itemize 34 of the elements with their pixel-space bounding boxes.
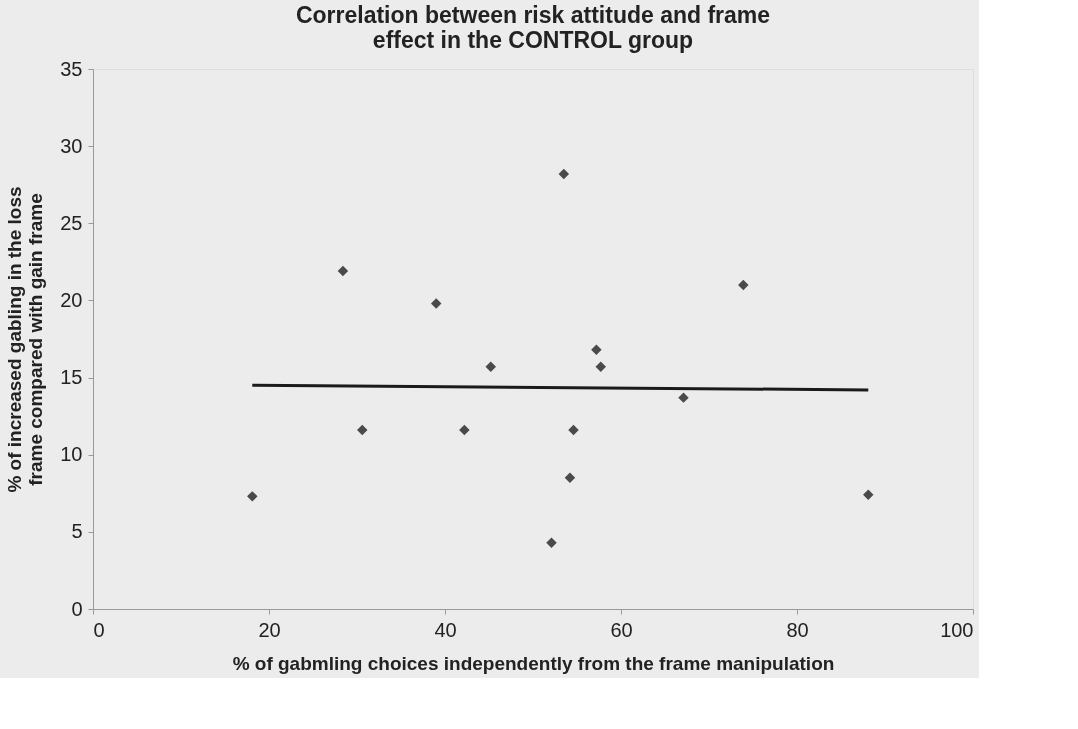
point: [564, 472, 576, 484]
point: [337, 265, 349, 277]
text: Correlation between risk attitude and frame: [295, 2, 771, 28]
point: [568, 424, 579, 436]
point: [595, 361, 606, 373]
x-axis-title: % of gabmling choices independently from the frame manipulation: [232, 652, 835, 674]
point: [546, 537, 557, 548]
y-tick-label: 30: [60, 134, 83, 157]
point: [558, 168, 570, 180]
y-tick-label: 20: [60, 288, 83, 311]
point: [591, 344, 602, 356]
x-tick-label: 0: [93, 618, 105, 641]
x-tick-label: 40: [434, 618, 457, 641]
x-tick-label: 100: [940, 618, 974, 641]
y-tick-label: 0: [71, 597, 83, 620]
point: [678, 392, 689, 403]
text: effect in the CONTROL group: [372, 27, 694, 53]
x-tick-label: 80: [786, 618, 809, 641]
point: [247, 491, 258, 502]
text: frame compared with gain frame: [25, 193, 47, 486]
x-tick-label: 20: [258, 618, 281, 641]
x-tick-label: 60: [610, 618, 633, 641]
y-tick-label: 5: [71, 520, 83, 543]
point: [357, 424, 368, 436]
y-tick-label: 10: [60, 443, 83, 466]
point: [430, 298, 442, 309]
y-tick-label: 25: [60, 211, 83, 234]
point: [459, 424, 470, 436]
text: % of increased gabling in the loss: [4, 186, 26, 493]
point: [485, 361, 496, 373]
y-tick-label: 35: [60, 57, 83, 80]
y-tick-label: 15: [60, 366, 83, 389]
point: [738, 279, 749, 291]
point: [863, 489, 874, 501]
